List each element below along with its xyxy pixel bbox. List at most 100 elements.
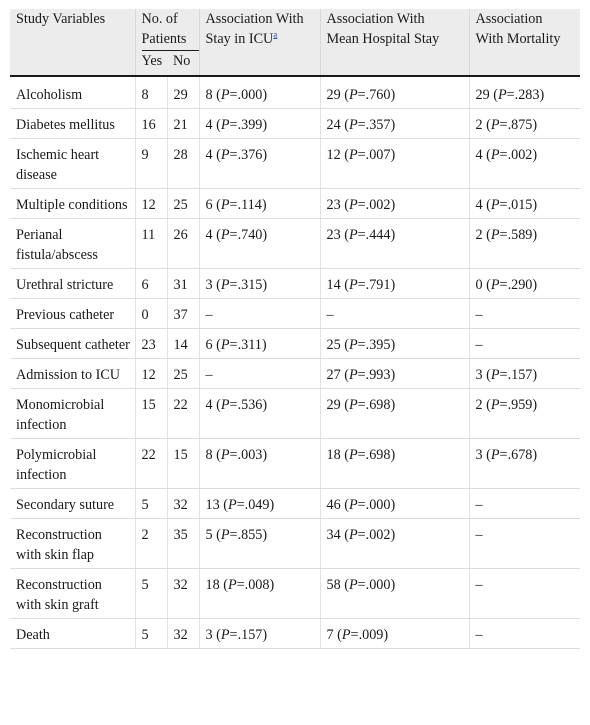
p-label: P <box>497 87 507 103</box>
cell-mortality: 4 (P=.015) <box>468 188 580 219</box>
assoc-value: 34 <box>326 527 341 543</box>
cell-no: 28 <box>166 138 199 189</box>
assoc-value: 12 <box>326 147 341 163</box>
p-value: .740 <box>237 227 263 243</box>
p-label: P <box>348 397 358 413</box>
cell-yes: 22 <box>134 438 167 489</box>
p-value: .002 <box>365 197 391 213</box>
header-yes: Yes <box>134 51 167 76</box>
p-label: P <box>348 337 358 353</box>
cell-yes: 23 <box>134 328 167 359</box>
cell-icu: – <box>198 358 320 389</box>
p-value: .008 <box>244 577 270 593</box>
cell-yes: 15 <box>134 388 167 439</box>
cell-yes: 12 <box>134 358 167 389</box>
assoc-value: 3 <box>475 447 483 463</box>
p-value: .002 <box>507 147 533 163</box>
cell-variable: Subsequent catheter <box>10 328 135 359</box>
cell-icu: 4 (P=.399) <box>198 108 320 139</box>
footnote-link-a[interactable]: a <box>273 29 278 40</box>
p-label: P <box>227 577 237 593</box>
assoc-value: 4 <box>205 397 213 413</box>
empty-dash: – <box>205 307 213 323</box>
assoc-value: 23 <box>326 197 341 213</box>
cell-icu: 4 (P=.740) <box>198 218 320 269</box>
p-value: .678 <box>507 447 533 463</box>
p-label: P <box>490 117 500 133</box>
p-value: .157 <box>507 367 533 383</box>
cell-mortality: 2 (P=.875) <box>468 108 580 139</box>
p-label: P <box>220 277 230 293</box>
empty-dash: – <box>475 627 483 643</box>
cell-no: 32 <box>166 618 199 649</box>
assoc-value: 4 <box>205 147 213 163</box>
p-value: .855 <box>237 527 263 543</box>
cell-hospital: 27 (P=.993) <box>319 358 469 389</box>
cell-variable: Admission to ICU <box>10 358 135 389</box>
header-hospital-stay: Association With Mean Hospital Stay <box>319 9 469 76</box>
cell-icu: 3 (P=.157) <box>198 618 320 649</box>
assoc-value: 2 <box>475 227 483 243</box>
cell-yes: 6 <box>134 268 167 299</box>
assoc-value: 7 <box>326 627 334 643</box>
header-icu-stay: Association With Stay in ICUa <box>198 9 320 76</box>
assoc-value: 18 <box>326 447 341 463</box>
cell-hospital: 29 (P=.760) <box>319 77 469 109</box>
p-value: .000 <box>365 577 391 593</box>
table-row: Urethral stricture 6 31 3 (P=.315) 14 (P=.79… <box>10 268 580 299</box>
p-value: .002 <box>365 527 391 543</box>
cell-mortality: – <box>468 618 580 649</box>
assoc-value: 29 <box>475 87 490 103</box>
empty-dash: – <box>475 527 483 543</box>
assoc-value: 6 <box>205 337 213 353</box>
table-row: Death 5 32 3 (P=.157) 7 (P=.009) – <box>10 618 580 649</box>
cell-yes: 11 <box>134 218 167 269</box>
cell-mortality: – <box>468 568 580 619</box>
cell-yes: 5 <box>134 568 167 619</box>
cell-hospital: 23 (P=.444) <box>319 218 469 269</box>
header-study-variables: Study Variables <box>10 9 135 76</box>
header-hosp-line1: Association With <box>326 11 425 27</box>
p-value: .007 <box>365 147 391 163</box>
p-value: .399 <box>237 117 263 133</box>
header-patients: Patients <box>141 29 199 51</box>
p-label: P <box>220 87 230 103</box>
empty-dash: – <box>475 307 483 323</box>
header-no: No <box>167 51 199 76</box>
p-value: .959 <box>507 397 533 413</box>
cell-variable: Multiple conditions <box>10 188 135 219</box>
p-value: .009 <box>358 627 384 643</box>
cell-variable: Urethral stricture <box>10 268 135 299</box>
cell-mortality: 4 (P=.002) <box>468 138 580 189</box>
p-value: .698 <box>365 447 391 463</box>
assoc-value: 14 <box>326 277 341 293</box>
header-number-of-patients: No. of Patients <box>134 9 199 51</box>
assoc-value: 4 <box>475 197 483 213</box>
assoc-value: 8 <box>205 87 213 103</box>
cell-variable: Ischemic heart disease <box>10 138 135 189</box>
p-value: .395 <box>365 337 391 353</box>
p-label: P <box>220 197 230 213</box>
p-value: .000 <box>237 87 263 103</box>
cell-icu: 4 (P=.536) <box>198 388 320 439</box>
p-label: P <box>348 497 358 513</box>
cell-yes: 5 <box>134 618 167 649</box>
table-header: Study Variables No. of Patients Associat… <box>10 9 580 78</box>
assoc-value: 23 <box>326 227 341 243</box>
cell-icu: 5 (P=.855) <box>198 518 320 569</box>
header-mortality: Association With Mortality <box>468 9 580 76</box>
cell-hospital: 14 (P=.791) <box>319 268 469 299</box>
cell-yes: 16 <box>134 108 167 139</box>
assoc-value: 4 <box>205 117 213 133</box>
p-label: P <box>490 197 500 213</box>
cell-hospital: 23 (P=.002) <box>319 188 469 219</box>
cell-mortality: – <box>468 488 580 519</box>
cell-variable: Monomicrobial infection <box>10 388 135 439</box>
cell-no: 32 <box>166 568 199 619</box>
cell-no: 25 <box>166 188 199 219</box>
p-value: .589 <box>507 227 533 243</box>
p-label: P <box>341 627 351 643</box>
table-row: Multiple conditions 12 25 6 (P=.114) 23 (P=.… <box>10 188 580 219</box>
study-variables-table: Study Variables No. of Patients Associat… <box>10 9 580 649</box>
cell-hospital: 58 (P=.000) <box>319 568 469 619</box>
